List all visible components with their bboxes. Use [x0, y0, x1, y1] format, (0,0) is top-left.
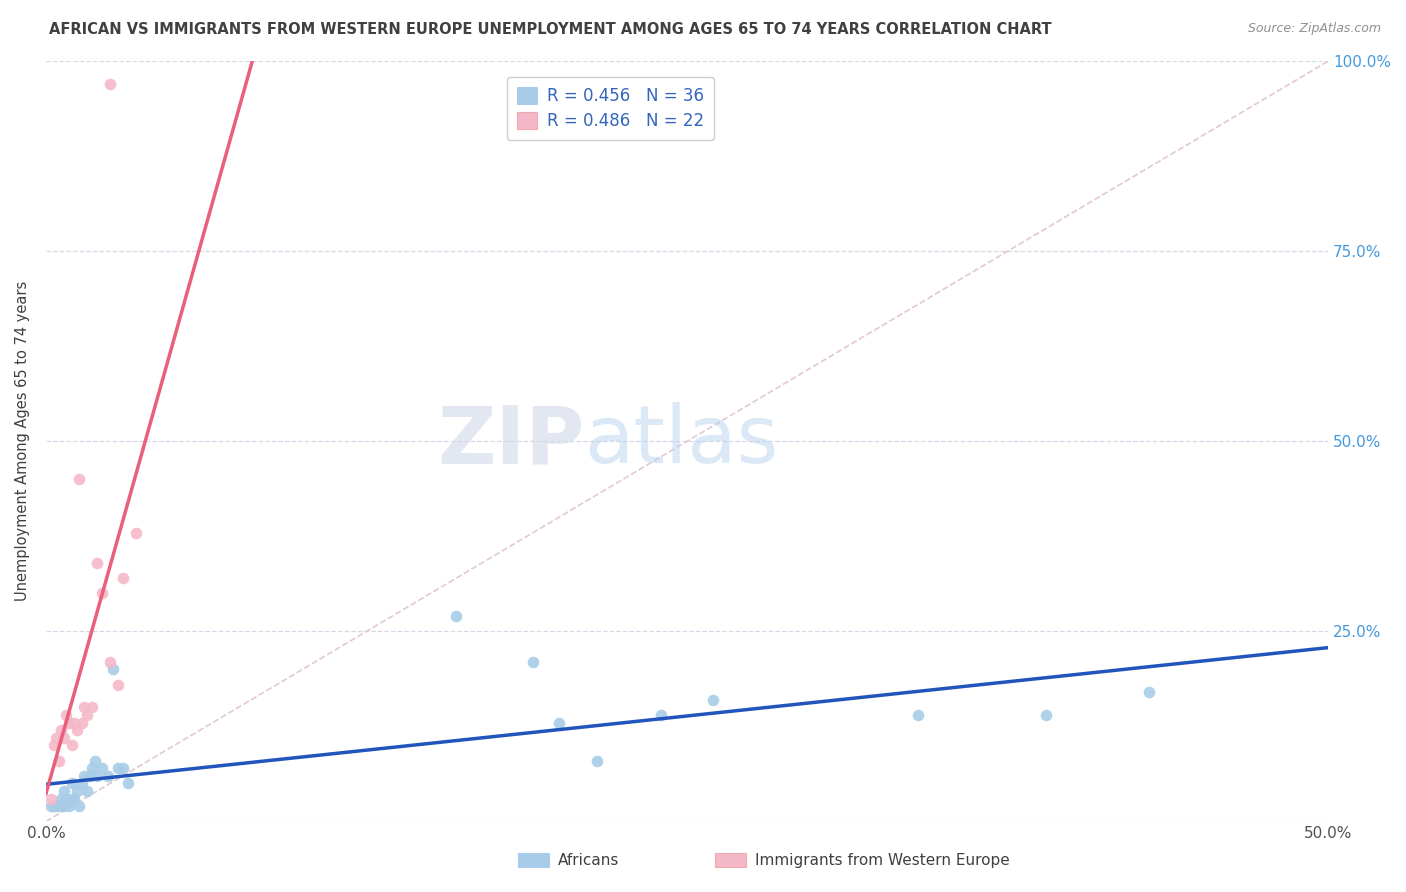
Point [586, 754, 609, 768]
Point [58, 715, 80, 730]
Point [51, 723, 73, 738]
Point [76, 784, 98, 798]
Point [67, 799, 90, 814]
Point [60, 791, 83, 805]
Point [55, 708, 77, 723]
Text: Immigrants from Western Europe: Immigrants from Western Europe [755, 853, 1010, 868]
Point [79, 769, 101, 783]
Point [39, 791, 62, 805]
Text: Africans: Africans [558, 853, 619, 868]
Point [91, 586, 114, 600]
Point [111, 761, 134, 775]
Point [66, 723, 89, 738]
Point [63, 791, 86, 805]
Point [45, 731, 67, 745]
Point [117, 776, 139, 790]
Point [107, 677, 129, 691]
Point [48, 799, 70, 814]
Point [73, 769, 96, 783]
Point [98, 655, 121, 669]
Point [52, 799, 75, 814]
Point [91, 761, 114, 775]
Point [111, 571, 134, 585]
Text: AFRICAN VS IMMIGRANTS FROM WESTERN EUROPE UNEMPLOYMENT AMONG AGES 65 TO 74 YEARS: AFRICAN VS IMMIGRANTS FROM WESTERN EUROP… [49, 22, 1052, 37]
Point [650, 708, 672, 723]
Point [45, 799, 67, 814]
Point [51, 791, 73, 805]
Point [42, 799, 65, 814]
Legend: R = 0.456   N = 36, R = 0.486   N = 22: R = 0.456 N = 36, R = 0.486 N = 22 [506, 77, 714, 140]
Point [48, 754, 70, 768]
Point [67, 472, 90, 486]
Point [83, 754, 105, 768]
Point [101, 662, 124, 676]
Point [522, 655, 544, 669]
Point [60, 739, 83, 753]
Point [73, 700, 96, 714]
Point [907, 708, 929, 723]
Point [60, 776, 83, 790]
Point [70, 776, 93, 790]
Point [39, 799, 62, 814]
Point [86, 769, 108, 783]
Point [58, 799, 80, 814]
Text: ZIP: ZIP [437, 402, 585, 480]
Point [1137, 685, 1160, 699]
Point [82, 761, 104, 775]
Point [55, 791, 77, 805]
Point [82, 700, 104, 714]
Point [76, 708, 98, 723]
Point [52, 784, 75, 798]
Y-axis label: Unemployment Among Ages 65 to 74 years: Unemployment Among Ages 65 to 74 years [15, 281, 30, 601]
Point [66, 784, 89, 798]
Point [96, 769, 118, 783]
Text: Source: ZipAtlas.com: Source: ZipAtlas.com [1247, 22, 1381, 36]
Point [63, 715, 86, 730]
Text: atlas: atlas [585, 402, 779, 480]
Point [52, 731, 75, 745]
Point [70, 715, 93, 730]
Point [42, 739, 65, 753]
Point [547, 715, 569, 730]
Point [446, 609, 468, 624]
Point [86, 556, 108, 570]
Point [1035, 708, 1057, 723]
Point [107, 761, 129, 775]
Point [98, 77, 121, 91]
Point [125, 525, 148, 540]
Point [702, 693, 724, 707]
